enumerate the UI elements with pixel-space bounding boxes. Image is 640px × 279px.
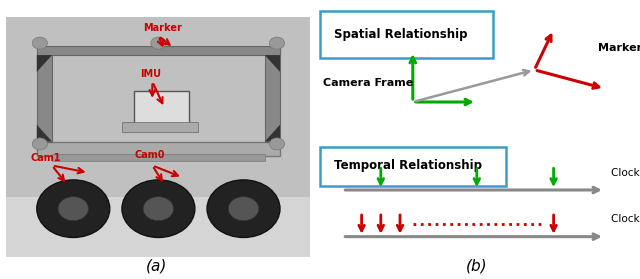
Circle shape [32, 138, 47, 150]
Bar [134, 91, 189, 125]
Bar [122, 122, 198, 132]
FancyBboxPatch shape [320, 11, 493, 58]
Polygon shape [37, 125, 52, 141]
Text: Camera Frame: Camera Frame [323, 78, 413, 88]
Bar [265, 50, 280, 141]
Bar [37, 45, 280, 55]
Text: Spatial Relationship: Spatial Relationship [335, 28, 468, 41]
Text: Marker Frame: Marker Frame [598, 44, 640, 54]
FancyBboxPatch shape [320, 147, 506, 186]
Polygon shape [265, 55, 280, 72]
Text: Cam0: Cam0 [134, 150, 164, 160]
Circle shape [37, 180, 110, 237]
Polygon shape [37, 55, 52, 72]
Circle shape [122, 180, 195, 237]
Text: Marker: Marker [143, 23, 182, 33]
Circle shape [269, 138, 285, 150]
Circle shape [228, 197, 259, 221]
Circle shape [207, 180, 280, 237]
Text: Temporal Relationship: Temporal Relationship [335, 159, 483, 172]
Circle shape [143, 197, 173, 221]
Circle shape [32, 37, 47, 49]
Circle shape [58, 197, 88, 221]
Circle shape [151, 37, 166, 49]
Text: Clock of MoCap: Clock of MoCap [611, 215, 640, 225]
Bar [52, 153, 265, 161]
Text: Clock of Camera: Clock of Camera [611, 168, 640, 178]
Text: Cam1: Cam1 [31, 153, 61, 163]
Circle shape [269, 37, 285, 49]
Bar [6, 197, 310, 257]
Text: IMU: IMU [140, 69, 161, 79]
Bar [6, 17, 310, 197]
Bar [37, 50, 52, 141]
Bar [37, 141, 280, 156]
Text: (a): (a) [146, 258, 168, 273]
Text: (b): (b) [466, 258, 488, 273]
Polygon shape [265, 125, 280, 141]
